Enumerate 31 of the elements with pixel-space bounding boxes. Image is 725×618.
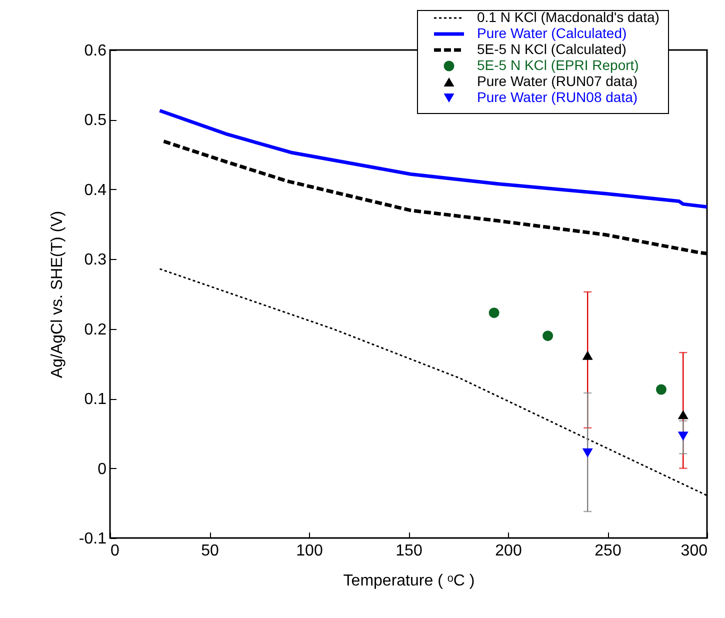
y-tick-label: 0.3	[84, 252, 107, 269]
legend-label: 5E-5 N KCl (Calculated)	[477, 41, 626, 57]
y-axis-title: Ag/AgCl vs. SHE(T) (V)	[48, 210, 66, 378]
y-tick-label: -0.1	[78, 530, 107, 548]
legend-label: Pure Water (RUN08 data)	[477, 89, 638, 105]
point	[678, 432, 688, 441]
point	[582, 350, 593, 360]
point	[678, 410, 688, 420]
x-tick-label: 150	[396, 542, 422, 560]
line-series	[158, 108, 707, 209]
x-tick-label: 100	[296, 542, 323, 560]
y-tick-label: 0.2	[84, 321, 107, 338]
legend-label: 0.1 N KCl (Macdonald's data)	[477, 9, 660, 25]
point	[656, 384, 666, 395]
y-tick-label: 0	[98, 460, 107, 478]
x-tick-label: 300	[680, 542, 708, 560]
x-tick-label: 0	[110, 542, 120, 560]
legend-label: Pure Water (RUN07 data)	[477, 73, 638, 89]
x-tick-label: 200	[495, 542, 522, 560]
point	[542, 330, 554, 342]
y-tick-label: 0.6	[84, 42, 107, 60]
y-tick-label: 0.4	[84, 182, 107, 199]
y-tick-label: 0.5	[84, 112, 107, 130]
x-tick-label: 250	[594, 542, 622, 560]
point	[582, 448, 593, 458]
y-tick-label: 0.1	[84, 391, 107, 408]
legend-label: Pure Water (Calculated)	[477, 25, 627, 41]
x-tick-label: 50	[201, 542, 219, 560]
x-axis-title: Temperature ( ᵒC )	[343, 572, 475, 590]
point	[488, 308, 500, 318]
legend-label: 5E-5 N KCl (EPRI Report)	[477, 57, 639, 73]
